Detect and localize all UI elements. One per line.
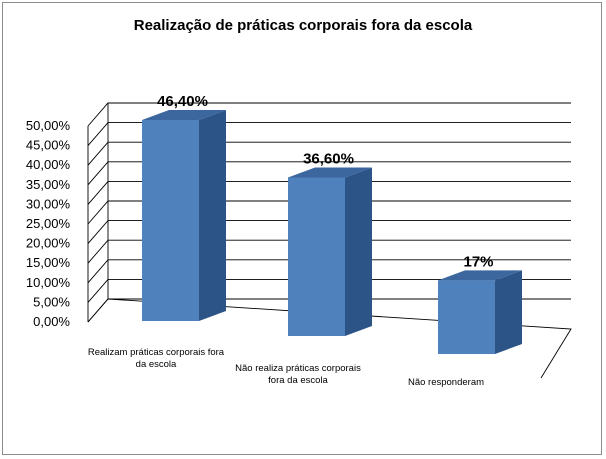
y-axis-ticks: 0,00% 5,00% 10,00% 15,00% 20,00% 25,00% 30,00%… <box>26 118 71 329</box>
y-tick-label: 20,00% <box>26 236 71 251</box>
bar <box>288 167 372 336</box>
y-tick-label: 45,00% <box>26 138 71 153</box>
x-axis-labels: Realizam práticas corporais fora da escol… <box>88 347 484 388</box>
bar-top-face <box>142 110 226 120</box>
y-tick-label: 5,00% <box>33 294 70 309</box>
bar-front-face <box>142 120 199 321</box>
y-tick-label: 50,00% <box>26 118 71 133</box>
data-labels: 46,40% 36,60% 17% <box>157 93 493 270</box>
data-label: 46,40% <box>157 93 208 110</box>
y-tick-label: 10,00% <box>26 275 71 290</box>
bar-side-face <box>495 270 522 354</box>
bars <box>142 110 522 354</box>
y-tick-label: 0,00% <box>33 314 70 329</box>
bar-front-face <box>288 177 345 336</box>
x-category-label: Não responderam <box>408 377 484 388</box>
y-tick-label: 15,00% <box>26 255 71 270</box>
data-label: 17% <box>463 253 493 270</box>
y-tick-label: 40,00% <box>26 157 71 172</box>
data-label: 36,60% <box>303 150 354 167</box>
bar-side-face <box>199 110 226 321</box>
x-category-label: Não realiza práticas corporais fora da es… <box>235 363 361 386</box>
y-tick-label: 35,00% <box>26 177 71 192</box>
bar-front-face <box>438 280 495 354</box>
bar-top-face <box>438 270 522 281</box>
bar <box>438 270 522 354</box>
y-tick-label: 25,00% <box>26 216 71 231</box>
gridlines <box>87 102 572 379</box>
bar-top-face <box>288 167 372 178</box>
y-tick-label: 30,00% <box>26 196 71 211</box>
bar <box>142 110 226 321</box>
bar-side-face <box>345 167 372 336</box>
x-category-label: Realizam práticas corporais fora da escol… <box>88 347 225 370</box>
chart-title: Realização de práticas corporais fora da… <box>134 17 473 34</box>
